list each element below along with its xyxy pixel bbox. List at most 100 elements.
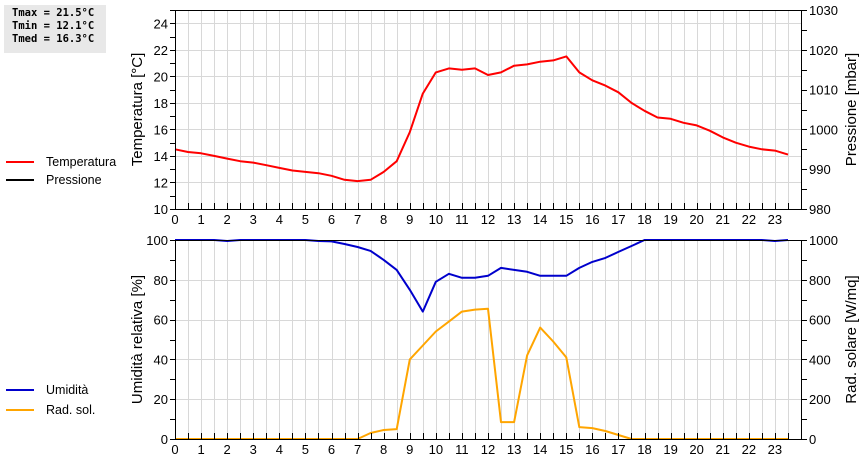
- x-tick-label: 16: [585, 442, 599, 457]
- x-tick-label: 1: [197, 442, 204, 457]
- y-tick-label: 20: [154, 392, 168, 407]
- x-tick-label: 18: [637, 212, 651, 227]
- legend-swatch-black: [6, 179, 34, 181]
- x-tick-label: 1: [197, 212, 204, 227]
- x-tick-label: 13: [507, 212, 521, 227]
- stat-tmed: Tmed = 16.3°C: [12, 33, 95, 45]
- x-tick-label: 10: [429, 212, 443, 227]
- x-tick-label: 22: [742, 212, 756, 227]
- x-tick-label: 12: [481, 442, 495, 457]
- legend-label: Temperatura: [46, 155, 117, 169]
- x-tick-label: 17: [611, 212, 625, 227]
- y-tick-label: 24: [154, 16, 168, 31]
- x-tick-label: 19: [663, 212, 677, 227]
- legend-item-pressione: Pressione: [6, 171, 116, 189]
- x-tick-label: 9: [406, 442, 413, 457]
- legend-item-temperatura: Temperatura: [6, 153, 116, 171]
- y-tick-label: 80: [154, 273, 168, 288]
- y-tick-label: 40: [154, 352, 168, 367]
- x-tick-label: 0: [171, 442, 178, 457]
- legend-label: Umidità: [46, 383, 89, 397]
- stat-tmax: Tmax = 21.5°C: [12, 7, 95, 19]
- legend-label: Rad. sol.: [46, 403, 96, 417]
- x-tick-label: 5: [302, 212, 309, 227]
- legend-item-umidita: Umidità: [6, 380, 95, 400]
- y-tick-label: 100: [146, 233, 168, 248]
- x-tick-label: 23: [768, 212, 782, 227]
- x-tick-label: 3: [250, 212, 257, 227]
- series-line-temperatura: [174, 55, 789, 183]
- x-tick-label: 23: [768, 442, 782, 457]
- x-tick-label: 6: [328, 212, 335, 227]
- x-tick-label: 15: [559, 212, 573, 227]
- y-tick-label: 10: [154, 202, 168, 217]
- x-tick-label: 10: [429, 442, 443, 457]
- x-tick-label: 8: [380, 442, 387, 457]
- y-axis-title: Temperatura [°C]: [129, 53, 146, 167]
- x-tick-label: 21: [716, 442, 730, 457]
- x-tick-label: 14: [533, 212, 547, 227]
- y-tick-label: 60: [154, 313, 168, 328]
- y2-tick-label: 1000: [809, 233, 838, 248]
- x-tick-label: 2: [224, 442, 231, 457]
- x-tick-label: 7: [354, 212, 361, 227]
- x-tick-label: 2: [224, 212, 231, 227]
- y-tick-label: 16: [154, 122, 168, 137]
- x-tick-label: 22: [742, 442, 756, 457]
- x-tick-label: 5: [302, 442, 309, 457]
- x-tick-label: 7: [354, 442, 361, 457]
- y2-tick-label: 1020: [809, 43, 838, 58]
- x-tick-label: 8: [380, 212, 387, 227]
- y2-tick-label: 1030: [809, 3, 838, 18]
- x-tick-label: 12: [481, 212, 495, 227]
- x-tick-label: 15: [559, 442, 573, 457]
- y-tick-label: 12: [154, 175, 168, 190]
- temperature-pressure-chart: 0 1 2 3 4 5 6 7 8 9 10 11 12 13 14 15 16 17 18 19 20 21 22 2310…: [129, 3, 860, 227]
- stat-tmin: Tmin = 12.1°C: [12, 20, 95, 32]
- y2-tick-label: 980: [809, 202, 831, 217]
- y2-axis-title: Rad. solare [W/mq]: [843, 275, 860, 403]
- humidity-radiation-chart: 0 1 2 3 4 5 6 7 8 9 10 11 12 13 14 15 16 17 18 19 20 21 22 2302…: [129, 233, 860, 457]
- legend-label: Pressione: [46, 173, 102, 187]
- y2-axis-title: Pressione [mbar]: [843, 53, 860, 166]
- x-tick-label: 20: [689, 212, 703, 227]
- y2-tick-label: 1000: [809, 122, 838, 137]
- x-tick-label: 6: [328, 442, 335, 457]
- legend-swatch-blue: [6, 389, 34, 391]
- x-tick-label: 17: [611, 442, 625, 457]
- temperature-stats-box: Tmax = 21.5°C Tmin = 12.1°C Tmed = 16.3°…: [4, 5, 106, 53]
- y2-tick-label: 990: [809, 162, 831, 177]
- x-tick-label: 19: [663, 442, 677, 457]
- legend-top-chart: Temperatura Pressione: [6, 153, 116, 189]
- x-tick-label: 9: [406, 212, 413, 227]
- legend-bottom-chart: Umidità Rad. sol.: [6, 380, 95, 420]
- legend-swatch-orange: [6, 409, 34, 411]
- x-tick-label: 11: [455, 212, 469, 227]
- y-axis-title: Umidità relativa [%]: [129, 275, 146, 404]
- x-tick-label: 21: [716, 212, 730, 227]
- x-tick-label: 20: [689, 442, 703, 457]
- x-tick-label: 18: [637, 442, 651, 457]
- legend-item-rad-sol: Rad. sol.: [6, 400, 95, 420]
- y-tick-label: 0: [161, 432, 168, 447]
- x-tick-label: 3: [250, 442, 257, 457]
- x-tick-label: 14: [533, 442, 547, 457]
- y2-tick-label: 600: [809, 313, 831, 328]
- x-tick-label: 16: [585, 212, 599, 227]
- y2-tick-label: 800: [809, 273, 831, 288]
- legend-swatch-red: [6, 161, 34, 163]
- y2-tick-label: 400: [809, 352, 831, 367]
- x-tick-label: 4: [276, 442, 283, 457]
- y-tick-label: 14: [154, 149, 168, 164]
- y2-tick-label: 200: [809, 392, 831, 407]
- x-tick-label: 11: [455, 442, 469, 457]
- y2-tick-label: 1010: [809, 83, 838, 98]
- x-tick-label: 13: [507, 442, 521, 457]
- y-tick-label: 20: [154, 69, 168, 84]
- x-tick-label: 0: [171, 212, 178, 227]
- x-tick-label: 4: [276, 212, 283, 227]
- y2-tick-label: 0: [809, 432, 816, 447]
- y-tick-label: 18: [154, 96, 168, 111]
- y-tick-label: 22: [154, 43, 168, 58]
